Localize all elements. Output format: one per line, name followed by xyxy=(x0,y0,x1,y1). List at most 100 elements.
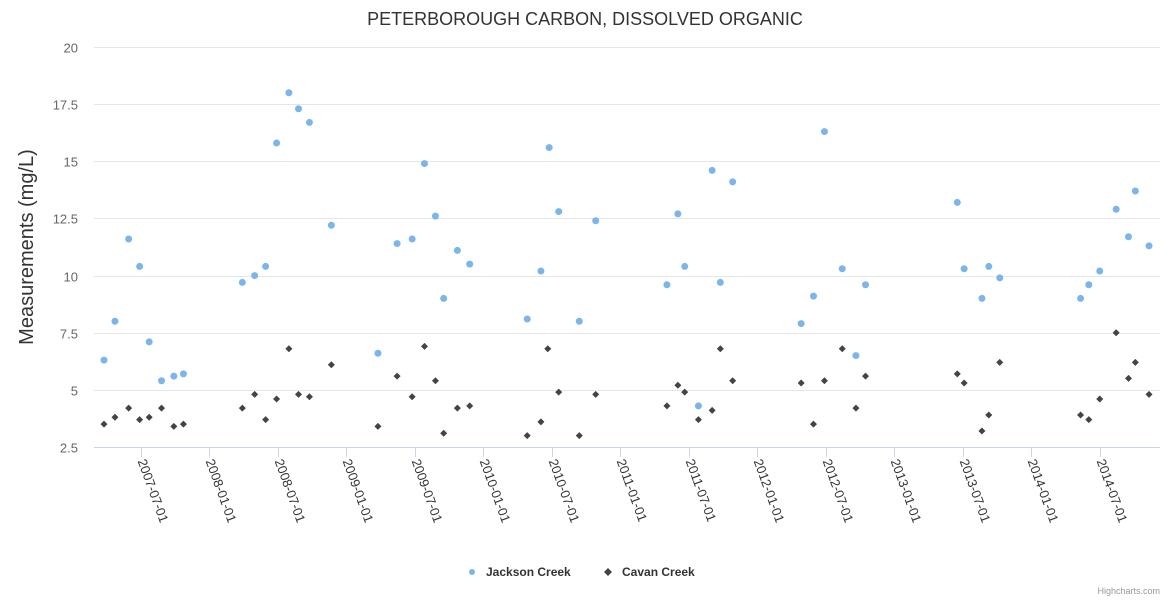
data-point-jackson-creek[interactable] xyxy=(1145,242,1153,250)
data-point-jackson-creek[interactable] xyxy=(431,212,439,220)
data-point-jackson-creek[interactable] xyxy=(953,198,961,206)
data-point-cavan-creek[interactable] xyxy=(1112,329,1120,337)
data-point-jackson-creek[interactable] xyxy=(305,118,313,126)
data-point-cavan-creek[interactable] xyxy=(729,377,737,385)
data-point-cavan-creek[interactable] xyxy=(294,390,302,398)
data-point-jackson-creek[interactable] xyxy=(374,349,382,357)
data-point-jackson-creek[interactable] xyxy=(440,294,448,302)
data-point-cavan-creek[interactable] xyxy=(408,393,416,401)
data-point-cavan-creek[interactable] xyxy=(179,420,187,428)
data-point-cavan-creek[interactable] xyxy=(273,395,281,403)
data-point-jackson-creek[interactable] xyxy=(523,315,531,323)
data-point-cavan-creek[interactable] xyxy=(285,345,293,353)
data-point-cavan-creek[interactable] xyxy=(592,390,600,398)
data-point-cavan-creek[interactable] xyxy=(327,361,335,369)
data-point-jackson-creek[interactable] xyxy=(453,246,461,254)
data-point-cavan-creek[interactable] xyxy=(862,372,870,380)
data-point-cavan-creek[interactable] xyxy=(523,432,531,440)
data-point-jackson-creek[interactable] xyxy=(681,262,689,270)
data-point-cavan-creek[interactable] xyxy=(1077,411,1085,419)
data-point-cavan-creek[interactable] xyxy=(262,416,270,424)
data-point-cavan-creek[interactable] xyxy=(960,379,968,387)
data-point-jackson-creek[interactable] xyxy=(960,265,968,273)
data-point-jackson-creek[interactable] xyxy=(985,262,993,270)
data-point-cavan-creek[interactable] xyxy=(537,418,545,426)
data-point-jackson-creek[interactable] xyxy=(262,262,270,270)
data-point-jackson-creek[interactable] xyxy=(852,352,860,360)
data-point-cavan-creek[interactable] xyxy=(1124,374,1132,382)
data-point-cavan-creek[interactable] xyxy=(453,404,461,412)
data-point-cavan-creek[interactable] xyxy=(985,411,993,419)
data-point-jackson-creek[interactable] xyxy=(1112,205,1120,213)
data-point-cavan-creek[interactable] xyxy=(431,377,439,385)
data-point-jackson-creek[interactable] xyxy=(575,317,583,325)
data-point-jackson-creek[interactable] xyxy=(125,235,133,243)
data-point-jackson-creek[interactable] xyxy=(1131,187,1139,195)
data-point-cavan-creek[interactable] xyxy=(1096,395,1104,403)
data-point-jackson-creek[interactable] xyxy=(111,317,119,325)
data-point-cavan-creek[interactable] xyxy=(852,404,860,412)
data-point-cavan-creek[interactable] xyxy=(393,372,401,380)
data-point-jackson-creek[interactable] xyxy=(466,260,474,268)
data-point-cavan-creek[interactable] xyxy=(708,406,716,414)
data-point-jackson-creek[interactable] xyxy=(294,105,302,113)
data-point-cavan-creek[interactable] xyxy=(466,402,474,410)
data-point-cavan-creek[interactable] xyxy=(716,345,724,353)
data-point-cavan-creek[interactable] xyxy=(996,358,1004,366)
data-point-cavan-creek[interactable] xyxy=(1131,358,1139,366)
data-point-cavan-creek[interactable] xyxy=(305,393,313,401)
data-point-jackson-creek[interactable] xyxy=(408,235,416,243)
data-point-cavan-creek[interactable] xyxy=(374,422,382,430)
data-point-jackson-creek[interactable] xyxy=(251,272,259,280)
data-point-cavan-creek[interactable] xyxy=(145,413,153,421)
data-point-jackson-creek[interactable] xyxy=(592,217,600,225)
data-point-jackson-creek[interactable] xyxy=(179,370,187,378)
data-point-cavan-creek[interactable] xyxy=(820,377,828,385)
data-point-cavan-creek[interactable] xyxy=(797,379,805,387)
data-point-jackson-creek[interactable] xyxy=(1096,267,1104,275)
data-point-cavan-creek[interactable] xyxy=(838,345,846,353)
data-point-jackson-creek[interactable] xyxy=(545,144,553,152)
data-point-jackson-creek[interactable] xyxy=(820,128,828,136)
data-point-jackson-creek[interactable] xyxy=(729,178,737,186)
data-point-cavan-creek[interactable] xyxy=(170,422,178,430)
data-point-jackson-creek[interactable] xyxy=(1085,281,1093,289)
data-point-jackson-creek[interactable] xyxy=(555,208,563,216)
data-point-cavan-creek[interactable] xyxy=(440,429,448,437)
data-point-jackson-creek[interactable] xyxy=(996,274,1004,282)
data-point-jackson-creek[interactable] xyxy=(1124,233,1132,241)
data-point-jackson-creek[interactable] xyxy=(862,281,870,289)
data-point-jackson-creek[interactable] xyxy=(393,240,401,248)
legend-item-cavan-creek[interactable]: Cavan Creek xyxy=(604,565,695,579)
data-point-jackson-creek[interactable] xyxy=(100,356,108,364)
data-point-jackson-creek[interactable] xyxy=(708,166,716,174)
data-point-jackson-creek[interactable] xyxy=(537,267,545,275)
data-point-jackson-creek[interactable] xyxy=(420,160,428,168)
data-point-cavan-creek[interactable] xyxy=(544,345,552,353)
data-point-jackson-creek[interactable] xyxy=(273,139,281,147)
data-point-jackson-creek[interactable] xyxy=(285,89,293,97)
data-point-jackson-creek[interactable] xyxy=(1077,294,1085,302)
data-point-jackson-creek[interactable] xyxy=(809,292,817,300)
data-point-cavan-creek[interactable] xyxy=(694,416,702,424)
data-point-cavan-creek[interactable] xyxy=(978,427,986,435)
data-point-cavan-creek[interactable] xyxy=(809,420,817,428)
data-point-jackson-creek[interactable] xyxy=(978,294,986,302)
data-point-jackson-creek[interactable] xyxy=(136,262,144,270)
data-point-cavan-creek[interactable] xyxy=(575,432,583,440)
data-point-jackson-creek[interactable] xyxy=(238,278,246,286)
data-point-cavan-creek[interactable] xyxy=(111,413,119,421)
data-point-jackson-creek[interactable] xyxy=(663,281,671,289)
data-point-cavan-creek[interactable] xyxy=(681,388,689,396)
data-point-cavan-creek[interactable] xyxy=(1145,390,1153,398)
legend-item-jackson-creek[interactable]: Jackson Creek xyxy=(469,565,571,579)
data-point-cavan-creek[interactable] xyxy=(420,342,428,350)
data-point-cavan-creek[interactable] xyxy=(100,420,108,428)
data-point-cavan-creek[interactable] xyxy=(674,381,682,389)
data-point-cavan-creek[interactable] xyxy=(953,370,961,378)
data-point-jackson-creek[interactable] xyxy=(158,377,166,385)
data-point-jackson-creek[interactable] xyxy=(716,278,724,286)
data-point-jackson-creek[interactable] xyxy=(694,402,702,410)
data-point-jackson-creek[interactable] xyxy=(838,265,846,273)
data-point-cavan-creek[interactable] xyxy=(1085,416,1093,424)
